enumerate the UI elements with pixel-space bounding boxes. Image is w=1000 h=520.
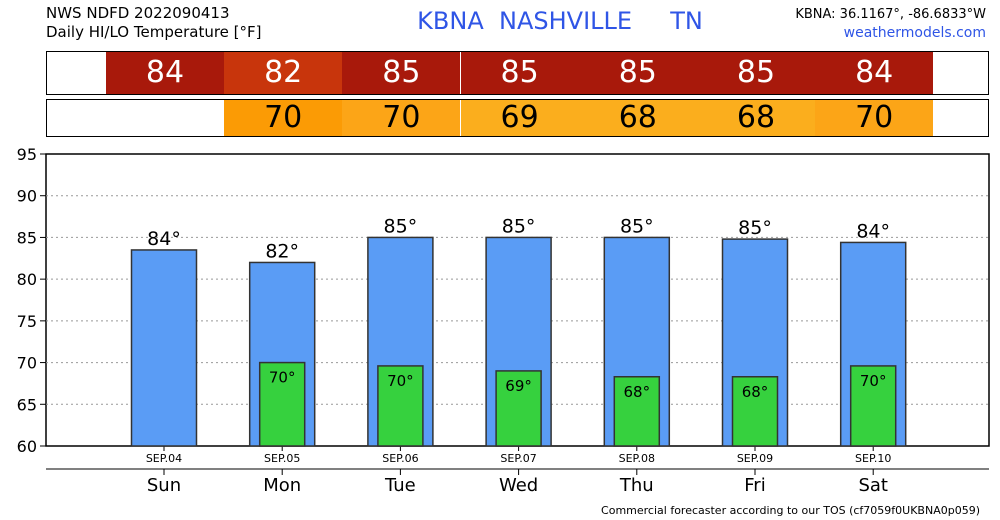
low-value-label: 68°: [742, 383, 769, 401]
day-label: Thu: [619, 475, 654, 496]
low-bar: [377, 365, 424, 447]
day-label: Fri: [744, 475, 765, 496]
high-bar: [130, 249, 198, 447]
header-left: NWS NDFD 2022090413 Daily HI/LO Temperat…: [46, 4, 262, 42]
y-tick-label: 65: [17, 395, 37, 414]
header-right: KBNA: 36.1167°, -86.6833°W weathermodels…: [795, 5, 986, 43]
source-line: NWS NDFD 2022090413: [46, 4, 230, 22]
chart-subtitle: Daily HI/LO Temperature [°F]: [46, 23, 262, 41]
date-label: SEP.05: [264, 452, 300, 465]
y-tick-label: 60: [17, 437, 37, 456]
low-bar: [495, 370, 542, 447]
high-temp-strip: 84 82 85 85 85 85 84: [46, 51, 989, 95]
low-value-label: 70°: [387, 372, 414, 390]
high-temp-cell: 82: [224, 52, 343, 94]
low-bar: [613, 376, 661, 447]
day-label: Sun: [147, 475, 181, 496]
high-value-label: 85°: [620, 215, 654, 237]
high-value-label: 84°: [147, 228, 181, 250]
low-temp-cell: 70: [224, 100, 343, 136]
high-temp-cell: 84: [815, 52, 934, 94]
low-temp-strip: 70 70 69 68 68 70: [46, 99, 989, 137]
date-label: SEP.09: [737, 452, 773, 465]
y-tick-label: 80: [17, 270, 37, 289]
day-label: Mon: [263, 475, 301, 496]
low-bar: [731, 376, 779, 447]
date-label: SEP.04: [146, 452, 182, 465]
date-label: SEP.06: [382, 452, 418, 465]
y-tick-label: 75: [17, 312, 37, 331]
y-tick-label: 90: [17, 187, 37, 206]
y-tick-label: 85: [17, 228, 37, 247]
high-temp-cell: 85: [697, 52, 815, 94]
station-coords: KBNA: 36.1167°, -86.6833°W: [795, 7, 986, 22]
low-temp-cell: 68: [697, 100, 815, 136]
day-label: Sat: [858, 475, 888, 496]
day-label: Tue: [384, 475, 416, 496]
low-bar: [258, 361, 306, 447]
low-value-label: 70°: [269, 369, 296, 387]
site-link[interactable]: weathermodels.com: [843, 25, 986, 41]
high-value-label: 85°: [384, 215, 418, 237]
low-temp-cell: 69: [460, 100, 579, 136]
day-label: Wed: [499, 475, 538, 496]
station-title: KBNA NASHVILLE TN: [417, 7, 703, 35]
date-label: SEP.10: [855, 452, 891, 465]
high-value-label: 85°: [502, 215, 536, 237]
high-value-label: 85°: [738, 217, 772, 239]
high-temp-cell: 85: [342, 52, 461, 94]
low-value-label: 69°: [505, 377, 532, 395]
high-value-label: 84°: [856, 220, 890, 242]
y-tick-label: 95: [17, 145, 37, 164]
footer-note: Commercial forecaster according to our T…: [601, 504, 980, 517]
low-value-label: 68°: [624, 383, 651, 401]
high-value-label: 82°: [265, 240, 299, 262]
high-temp-cell: 84: [106, 52, 224, 94]
low-temp-cell: 70: [815, 100, 934, 136]
low-bar: [849, 365, 897, 447]
low-value-label: 70°: [860, 372, 887, 390]
date-label: SEP.08: [619, 452, 655, 465]
date-label: SEP.07: [500, 452, 536, 465]
high-temp-cell: 85: [578, 52, 697, 94]
y-tick-label: 70: [17, 354, 37, 373]
low-temp-cell: 70: [342, 100, 461, 136]
low-temp-cell: 68: [578, 100, 697, 136]
high-temp-cell: 85: [460, 52, 579, 94]
